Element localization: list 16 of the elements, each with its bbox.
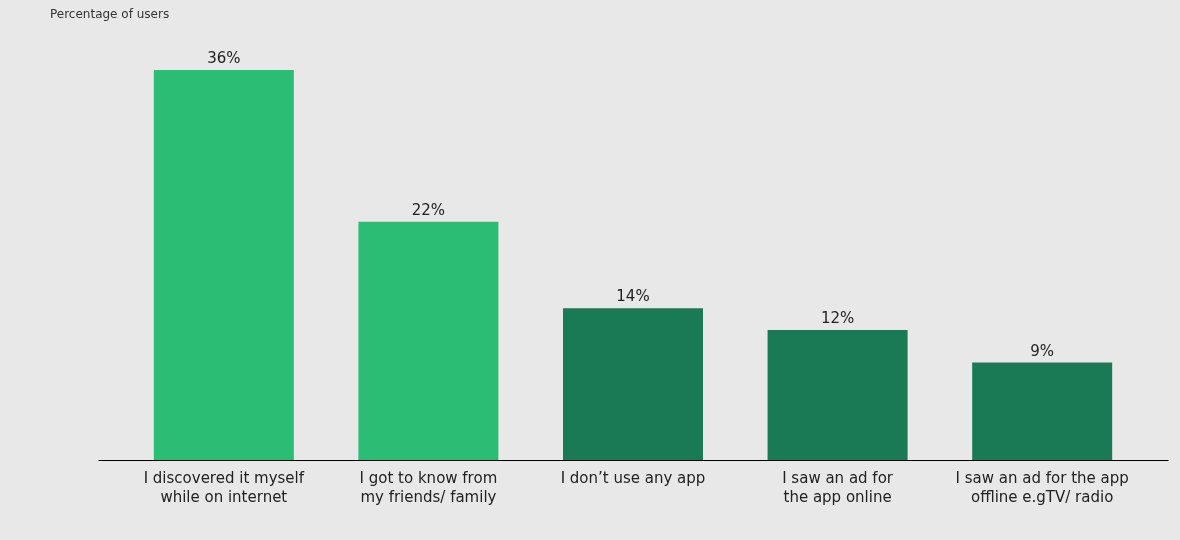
x-tick-label: I got to know from my friends/ family — [359, 468, 498, 506]
bar — [563, 308, 703, 460]
data-label: 22% — [411, 200, 446, 219]
data-label: 14% — [616, 287, 650, 306]
bar — [358, 221, 499, 460]
bar — [972, 362, 1113, 460]
y-axis-title: Percentage of users — [50, 7, 170, 21]
x-tick-label: I saw an ad for the app offline e.gTV/ radio — [955, 468, 1129, 506]
data-label: 12% — [820, 309, 855, 327]
x-tick-label: I discovered it myself while on internet — [143, 468, 305, 506]
bar — [153, 70, 294, 460]
x-tick-label: I don’t use any app — [560, 468, 706, 487]
x-tick-label: I saw an ad for the app online — [782, 468, 894, 506]
data-label: 9% — [1030, 341, 1055, 360]
data-label: 36% — [207, 49, 241, 67]
bar — [767, 330, 908, 460]
